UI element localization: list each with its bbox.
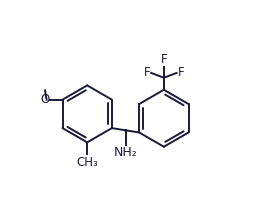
Text: F: F — [161, 53, 167, 66]
Text: F: F — [177, 66, 184, 79]
Text: CH₃: CH₃ — [76, 156, 98, 169]
Text: O: O — [40, 93, 50, 106]
Text: F: F — [144, 66, 150, 79]
Text: NH₂: NH₂ — [114, 146, 137, 159]
